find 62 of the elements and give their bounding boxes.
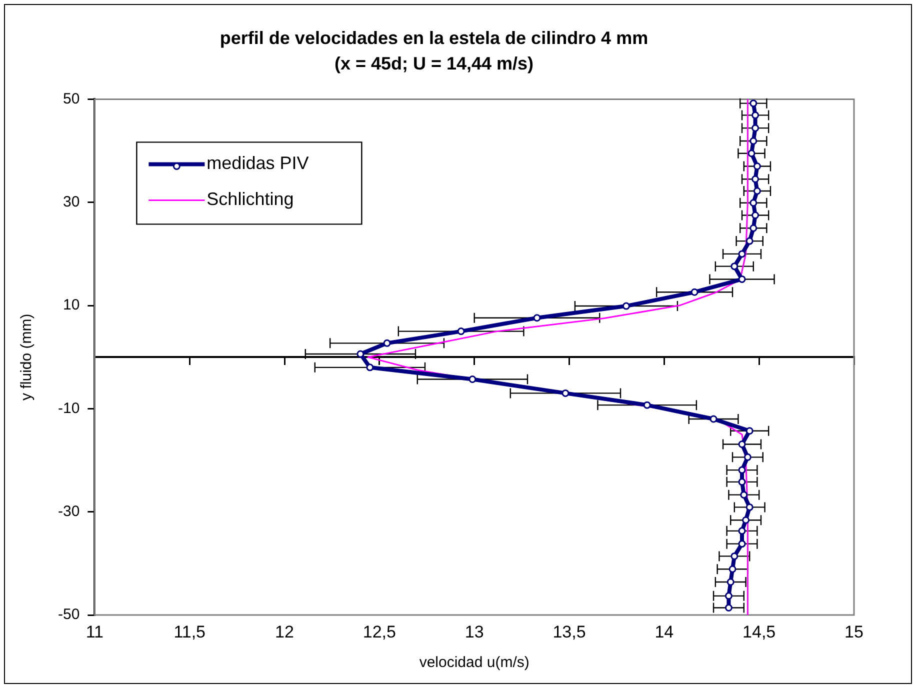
point: [533, 314, 541, 322]
y-tick-label: -10: [58, 400, 80, 417]
chart-subtitle: (x = 45d; U = 14,44 m/s): [334, 53, 534, 74]
point: [730, 262, 738, 270]
point: [710, 415, 718, 423]
point: [753, 162, 761, 170]
point: [726, 578, 734, 586]
point: [356, 350, 364, 358]
x-tick-label: 15: [844, 622, 864, 642]
point: [738, 478, 746, 486]
x-tick-label: 13: [464, 622, 484, 642]
x-tick-label: 14,5: [742, 622, 776, 642]
point: [746, 503, 754, 511]
y-axis-title: y fluido (mm): [18, 314, 36, 400]
point: [752, 212, 760, 220]
point: [752, 124, 760, 132]
legend-label: medidas PIV: [206, 153, 309, 174]
y-tick-label: -30: [58, 502, 80, 520]
point: [738, 250, 746, 258]
point: [366, 364, 374, 372]
point: [738, 440, 746, 448]
legend-label: Schlichting: [206, 189, 294, 210]
x-tick-label: 11: [86, 622, 104, 642]
point: [690, 288, 698, 296]
point: [750, 224, 758, 232]
x-tick-label: 12: [275, 622, 294, 642]
point: [562, 389, 570, 397]
point: [753, 187, 761, 195]
point: [746, 237, 754, 245]
point: [750, 137, 758, 145]
x-tick-label: 12,5: [362, 622, 396, 642]
point: [744, 453, 752, 461]
point: [724, 604, 732, 612]
y-tick-label: -50: [58, 606, 80, 624]
x-tick-label: 13,5: [552, 622, 586, 642]
y-tick-label: 30: [62, 194, 80, 210]
point: [740, 491, 748, 499]
x-tick-label: 14: [654, 622, 674, 642]
chart-title: perfil de velocidades en la estela de cilindro 4 mm: [220, 28, 648, 48]
y-tick-label: 10: [62, 296, 80, 314]
y-tick-label: 50: [62, 90, 80, 108]
point: [738, 527, 746, 535]
point: [728, 565, 736, 573]
point: [622, 302, 630, 310]
x-tick-label: 11,5: [174, 622, 206, 642]
x-axis-title: velocidad u(m/s): [419, 654, 530, 672]
point: [750, 100, 758, 108]
point: [457, 328, 465, 336]
point: [730, 552, 738, 560]
point: [724, 592, 732, 600]
point: [748, 150, 756, 158]
point: [643, 401, 651, 409]
point: [738, 275, 746, 283]
point: [742, 516, 750, 524]
point: [746, 427, 754, 435]
point: [752, 111, 760, 119]
point: [383, 339, 391, 347]
point: [738, 466, 746, 474]
point: [752, 175, 760, 183]
point: [738, 540, 746, 548]
point: [468, 376, 476, 384]
point: [750, 199, 758, 207]
